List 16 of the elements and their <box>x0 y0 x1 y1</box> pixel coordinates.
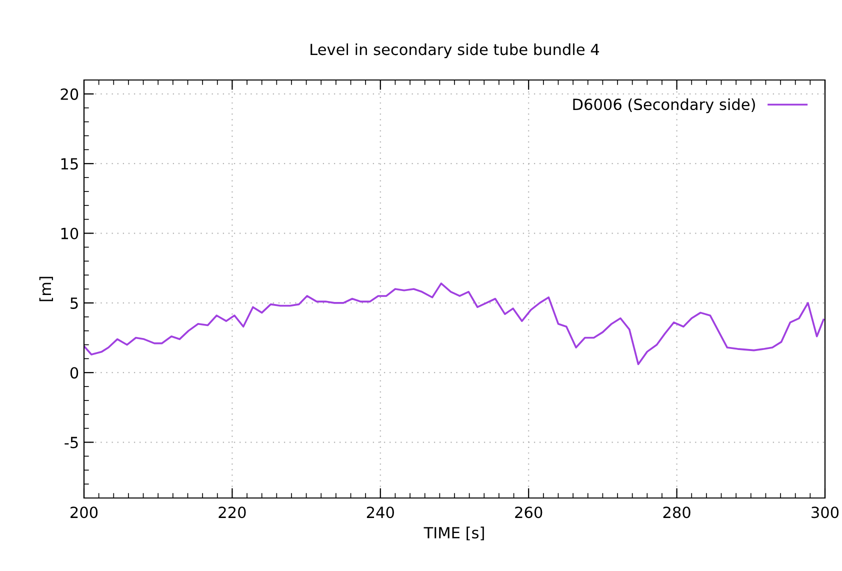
x-tick-label: 300 <box>812 506 839 518</box>
y-tick-label: 20 <box>60 88 78 100</box>
x-tick-label: 240 <box>366 506 394 518</box>
x-tick-label: 200 <box>70 506 98 518</box>
y-tick-label: 15 <box>61 158 78 170</box>
y-tick-label: 10 <box>61 228 78 240</box>
x-tick-label: 260 <box>515 506 542 518</box>
x-axis-title: TIME [s] <box>424 526 484 540</box>
x-tick-label: 280 <box>663 506 690 518</box>
y-axis-title: [m] <box>39 276 53 302</box>
y-tick-label: 0 <box>70 367 78 379</box>
x-tick-label: 220 <box>218 506 246 518</box>
y-tick-label: 5 <box>70 298 78 309</box>
y-tick-label: -5 <box>64 436 78 448</box>
legend-label: D6006 (Secondary side) <box>573 98 755 114</box>
chart-title: Level in secondary side tube bundle 4 <box>310 43 600 58</box>
